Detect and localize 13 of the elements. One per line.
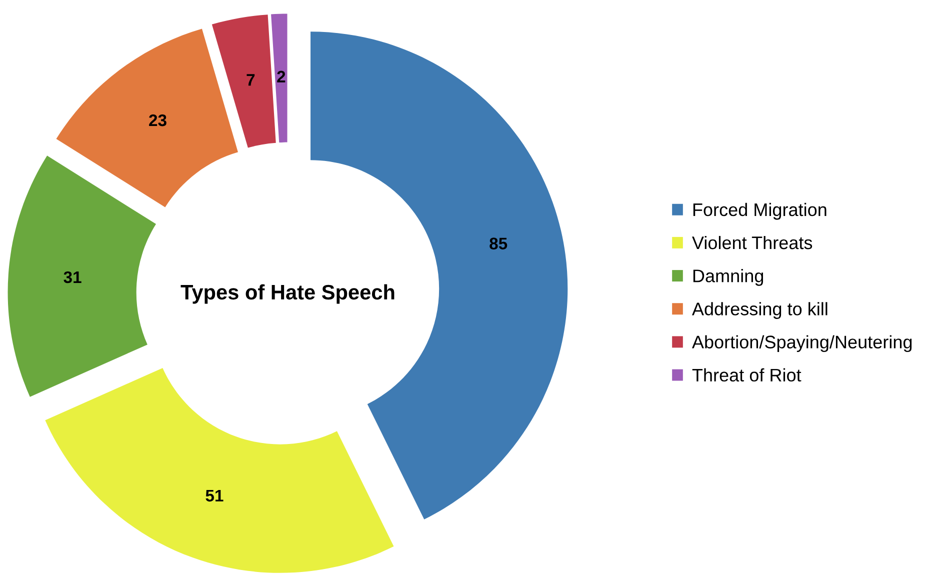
legend-label: Violent Threats [692, 236, 812, 250]
data-label: 23 [149, 114, 166, 126]
legend-label: Abortion/Spaying/Neutering [692, 335, 912, 352]
data-label: 51 [206, 490, 224, 502]
legend-label: Addressing to kill [692, 302, 828, 319]
text: Types of Hate Speech [180, 284, 394, 304]
legend-label: Forced Migration [693, 202, 826, 220]
data-label: 85 [490, 238, 508, 250]
data-label: 2 [277, 70, 286, 82]
legend-label: Threat of Riot [692, 368, 802, 382]
data-label: 7 [246, 74, 255, 86]
data-label: 31 [64, 271, 82, 284]
legend-label: Damning [693, 269, 764, 286]
